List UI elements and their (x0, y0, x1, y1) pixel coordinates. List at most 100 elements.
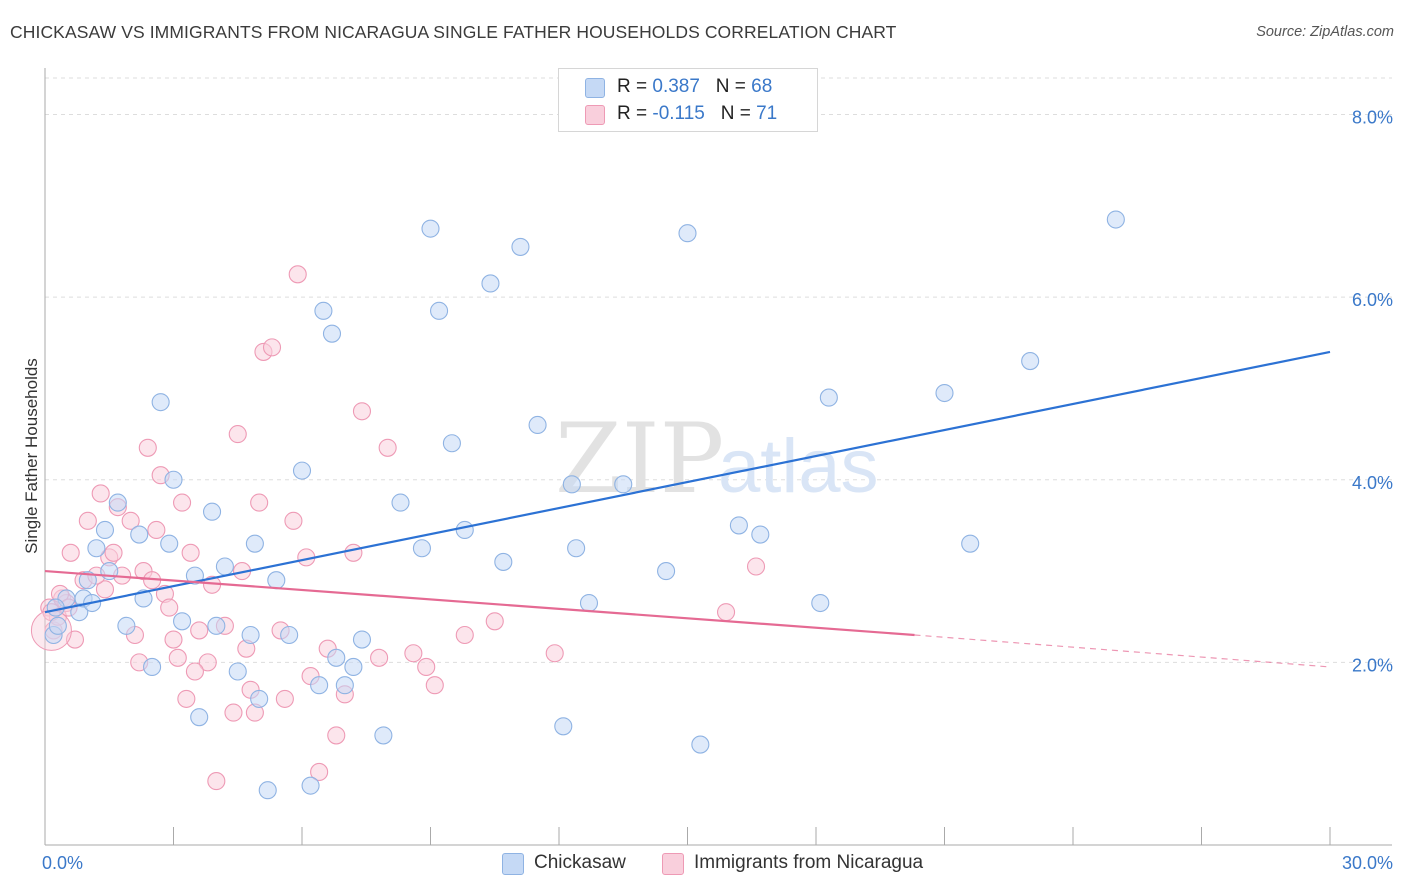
chickasaw-point (614, 475, 633, 494)
source-label: Source: ZipAtlas.com (1256, 24, 1394, 40)
chickasaw-point (391, 493, 410, 512)
chickasaw-point (562, 475, 581, 494)
chickasaw-point (442, 434, 461, 453)
y-tick-label: 4.0% (1352, 473, 1393, 493)
chickasaw-point (528, 415, 547, 435)
chickasaw-point (819, 388, 838, 407)
nicaragua-point (168, 648, 187, 667)
nicaragua-point (61, 543, 80, 562)
chickasaw-point (228, 662, 247, 681)
legend: R = 0.387 N = 68 R = -0.115 N = 71 (558, 68, 818, 132)
legend-r-label: R = (617, 103, 653, 124)
chickasaw-point (173, 612, 192, 631)
chickasaw-point (657, 562, 676, 581)
nicaragua-point (250, 493, 269, 512)
nicaragua-point (104, 543, 123, 562)
nicaragua-point (190, 621, 209, 640)
nicaragua-point (95, 580, 115, 599)
nicaragua-trend-line (44, 569, 915, 637)
nicaragua-point (147, 520, 166, 540)
bottom-legend-label: Chickasaw (534, 852, 626, 873)
x-tick-label: 0.0% (42, 853, 83, 873)
chickasaw-point (1106, 210, 1125, 229)
chickasaw-point (241, 625, 260, 645)
chickasaw-point (935, 383, 954, 403)
nicaragua-point (425, 676, 444, 695)
chickasaw-point (258, 781, 277, 800)
x-tick-label: 30.0% (1342, 853, 1393, 873)
chickasaw-point (374, 726, 393, 745)
chickasaw-point (751, 525, 770, 544)
chickasaw-point (215, 557, 234, 576)
chickasaw-point (190, 708, 209, 727)
nicaragua-point (198, 653, 217, 672)
chickasaw-point (48, 616, 67, 635)
nicaragua-point (417, 657, 436, 676)
nicaragua-point (352, 402, 372, 421)
bottom-legend-swatch-blue (502, 853, 524, 875)
legend-n-value: 71 (756, 103, 778, 124)
nicaragua-point (160, 598, 179, 617)
chickasaw-point (310, 676, 329, 695)
nicaragua-point (545, 644, 564, 663)
watermark-zip: ZIP (555, 403, 724, 515)
axes (44, 68, 1392, 846)
chickasaw-point (481, 274, 500, 293)
chickasaw-point (344, 657, 363, 676)
chickasaw-point (250, 689, 269, 708)
legend-swatch-pink (585, 105, 605, 125)
chickasaw-point (151, 393, 170, 412)
chickasaw-point (95, 520, 115, 540)
nicaragua-point (746, 557, 766, 576)
chickasaw-point (108, 493, 127, 512)
nicaragua-point (177, 689, 196, 708)
nicaragua-point (224, 703, 243, 722)
y-axis-label: Single Father Households (22, 358, 41, 554)
legend-r-value: 0.387 (652, 76, 700, 97)
chickasaw-point (961, 534, 980, 553)
nicaragua-point (288, 265, 307, 284)
chickasaw-point (327, 648, 346, 667)
chickasaw-point (78, 571, 97, 590)
chickasaw-point (567, 539, 586, 558)
series-chickasaw-points (44, 210, 1125, 800)
chickasaw-point (430, 301, 449, 320)
chickasaw-point (203, 502, 222, 521)
legend-r-label: R = (617, 76, 653, 97)
chickasaw-point (314, 301, 333, 320)
chickasaw-point (335, 676, 354, 695)
watermark: ZIP atlas (555, 403, 879, 515)
chickasaw-point (455, 520, 474, 540)
legend-n-label: N = (715, 76, 752, 97)
legend-r-value: -0.115 (652, 103, 705, 124)
chickasaw-point (292, 461, 312, 480)
nicaragua-point (344, 543, 363, 562)
nicaragua-point (310, 762, 329, 782)
chickasaw-point (811, 593, 830, 613)
nicaragua-point (370, 648, 389, 667)
chickasaw-point (164, 470, 183, 489)
legend-swatch-blue (585, 78, 605, 98)
chickasaw-point (301, 776, 320, 795)
chickasaw-point (554, 717, 573, 736)
chickasaw-point (412, 539, 431, 558)
chickasaw-point (494, 552, 513, 571)
bottom-legend-label: Immigrants from Nicaragua (694, 852, 924, 873)
bottom-legend-swatch-pink (662, 853, 684, 875)
chart-title: CHICKASAW VS IMMIGRANTS FROM NICARAGUA S… (10, 22, 897, 42)
nicaragua-point (716, 603, 736, 622)
chickasaw-point (579, 593, 599, 613)
nicaragua-point (378, 438, 397, 457)
y-tick-label: 8.0% (1352, 108, 1393, 128)
nicaragua-point (78, 511, 97, 530)
nicaragua-point (121, 511, 140, 530)
chickasaw-point (511, 237, 530, 256)
legend-n-label: N = (720, 103, 757, 124)
nicaragua-trend-extension (914, 634, 1331, 668)
nicaragua-point (275, 689, 294, 708)
nicaragua-point (173, 493, 192, 512)
chickasaw-point (143, 657, 162, 676)
chickasaw-point (691, 735, 710, 754)
chickasaw-point (678, 224, 697, 243)
nicaragua-point (485, 612, 504, 631)
